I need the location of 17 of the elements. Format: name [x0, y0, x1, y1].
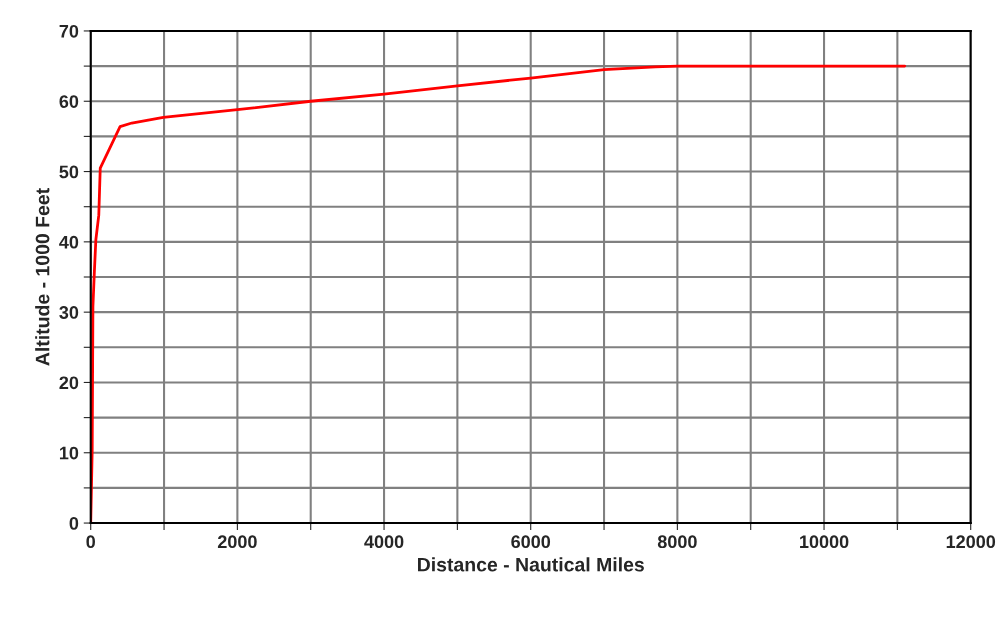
- y-tick-label: 0: [69, 516, 79, 530]
- x-tick-label: 8000: [657, 535, 697, 549]
- y-tick-label: 30: [59, 306, 79, 319]
- y-axis-title: Altitude - 1000 Feet: [35, 188, 50, 366]
- y-tick-label: 10: [59, 446, 79, 460]
- y-tick-label: 50: [59, 165, 79, 179]
- x-tick-label: 0: [86, 535, 95, 549]
- x-axis-title: Distance - Nautical Miles: [418, 557, 644, 572]
- x-tick-label: 10000: [800, 535, 849, 549]
- x-tick-label: 6000: [511, 535, 551, 549]
- y-tick-label: 20: [59, 376, 79, 390]
- x-tick-label: 12000: [946, 535, 996, 549]
- y-tick-label: 70: [59, 24, 79, 38]
- y-tick-label: 60: [59, 95, 79, 108]
- x-tick-label: 4000: [364, 535, 404, 549]
- y-tick-label: 40: [59, 235, 79, 249]
- x-tick-label: 2000: [217, 535, 257, 549]
